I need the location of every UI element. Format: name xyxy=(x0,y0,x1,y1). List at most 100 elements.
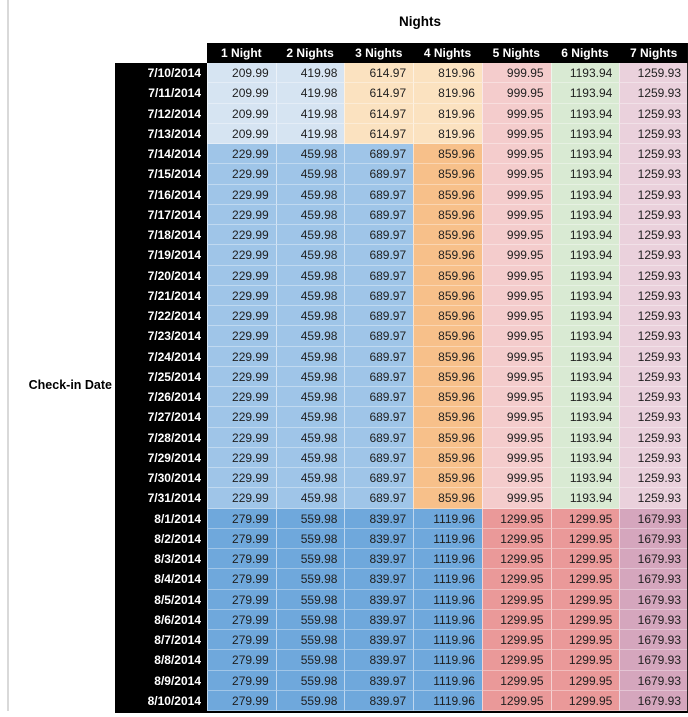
price-cell[interactable]: 1679.93 xyxy=(619,690,688,711)
price-cell[interactable]: 229.99 xyxy=(207,225,276,246)
price-cell[interactable]: 1259.93 xyxy=(619,468,688,489)
price-cell[interactable]: 1299.95 xyxy=(550,589,620,610)
price-cell[interactable]: 459.98 xyxy=(275,366,345,387)
price-cell[interactable]: 839.97 xyxy=(344,549,414,570)
price-cell[interactable]: 1259.93 xyxy=(619,204,688,225)
price-cell[interactable]: 1193.94 xyxy=(550,346,620,367)
price-cell[interactable]: 459.98 xyxy=(275,164,345,185)
price-cell[interactable]: 559.98 xyxy=(275,508,345,529)
price-cell[interactable]: 229.99 xyxy=(207,366,276,387)
price-cell[interactable]: 689.97 xyxy=(344,407,414,428)
price-cell[interactable]: 819.96 xyxy=(413,123,482,144)
price-cell[interactable]: 859.96 xyxy=(413,245,482,266)
price-cell[interactable]: 1193.94 xyxy=(550,265,620,286)
checkin-date-cell[interactable]: 7/29/2014 xyxy=(115,447,207,468)
price-cell[interactable]: 839.97 xyxy=(344,569,414,590)
price-cell[interactable]: 999.95 xyxy=(481,164,551,185)
price-cell[interactable]: 229.99 xyxy=(207,326,276,347)
price-cell[interactable]: 459.98 xyxy=(275,488,345,509)
price-cell[interactable]: 859.96 xyxy=(413,366,482,387)
price-cell[interactable]: 1299.95 xyxy=(481,549,551,570)
checkin-date-cell[interactable]: 8/1/2014 xyxy=(115,508,207,529)
price-cell[interactable]: 819.96 xyxy=(413,103,482,124)
checkin-date-cell[interactable]: 7/31/2014 xyxy=(115,488,207,509)
price-cell[interactable]: 1193.94 xyxy=(550,468,620,489)
price-cell[interactable]: 689.97 xyxy=(344,326,414,347)
price-cell[interactable]: 209.99 xyxy=(207,83,276,104)
price-cell[interactable]: 559.98 xyxy=(275,650,345,671)
price-cell[interactable]: 614.97 xyxy=(344,63,414,84)
price-cell[interactable]: 1299.95 xyxy=(550,569,620,590)
price-cell[interactable]: 229.99 xyxy=(207,306,276,327)
price-cell[interactable]: 559.98 xyxy=(275,528,345,549)
checkin-date-cell[interactable]: 7/15/2014 xyxy=(115,164,207,185)
price-cell[interactable]: 229.99 xyxy=(207,447,276,468)
price-cell[interactable]: 459.98 xyxy=(275,407,345,428)
price-cell[interactable]: 999.95 xyxy=(481,285,551,306)
price-cell[interactable]: 1259.93 xyxy=(619,306,688,327)
price-cell[interactable]: 419.98 xyxy=(275,83,345,104)
price-cell[interactable]: 999.95 xyxy=(481,346,551,367)
price-cell[interactable]: 229.99 xyxy=(207,427,276,448)
price-cell[interactable]: 1119.96 xyxy=(413,569,482,590)
checkin-date-cell[interactable]: 7/24/2014 xyxy=(115,346,207,367)
price-cell[interactable]: 1193.94 xyxy=(550,447,620,468)
price-cell[interactable]: 999.95 xyxy=(481,225,551,246)
price-cell[interactable]: 839.97 xyxy=(344,609,414,630)
checkin-date-cell[interactable]: 8/7/2014 xyxy=(115,630,207,651)
price-cell[interactable]: 689.97 xyxy=(344,366,414,387)
price-cell[interactable]: 459.98 xyxy=(275,346,345,367)
price-cell[interactable]: 1259.93 xyxy=(619,447,688,468)
price-cell[interactable]: 999.95 xyxy=(481,427,551,448)
price-cell[interactable]: 1259.93 xyxy=(619,63,688,84)
price-cell[interactable]: 859.96 xyxy=(413,407,482,428)
price-cell[interactable]: 1193.94 xyxy=(550,204,620,225)
price-cell[interactable]: 1259.93 xyxy=(619,346,688,367)
price-cell[interactable]: 1193.94 xyxy=(550,306,620,327)
price-cell[interactable]: 859.96 xyxy=(413,225,482,246)
checkin-date-cell[interactable]: 7/22/2014 xyxy=(115,306,207,327)
price-cell[interactable]: 559.98 xyxy=(275,690,345,711)
price-cell[interactable]: 999.95 xyxy=(481,63,551,84)
price-cell[interactable]: 229.99 xyxy=(207,387,276,408)
price-cell[interactable]: 859.96 xyxy=(413,447,482,468)
price-cell[interactable]: 1679.93 xyxy=(619,589,688,610)
price-cell[interactable]: 999.95 xyxy=(481,468,551,489)
price-cell[interactable]: 819.96 xyxy=(413,83,482,104)
price-cell[interactable]: 1679.93 xyxy=(619,609,688,630)
price-cell[interactable]: 1299.95 xyxy=(550,528,620,549)
price-cell[interactable]: 1679.93 xyxy=(619,650,688,671)
price-cell[interactable]: 1259.93 xyxy=(619,326,688,347)
price-cell[interactable]: 1259.93 xyxy=(619,387,688,408)
price-cell[interactable]: 689.97 xyxy=(344,427,414,448)
price-cell[interactable]: 1193.94 xyxy=(550,427,620,448)
price-cell[interactable]: 999.95 xyxy=(481,184,551,205)
checkin-date-cell[interactable]: 7/26/2014 xyxy=(115,387,207,408)
price-cell[interactable]: 859.96 xyxy=(413,346,482,367)
price-cell[interactable]: 229.99 xyxy=(207,144,276,165)
price-cell[interactable]: 839.97 xyxy=(344,589,414,610)
price-cell[interactable]: 689.97 xyxy=(344,387,414,408)
price-cell[interactable]: 1679.93 xyxy=(619,670,688,691)
price-cell[interactable]: 209.99 xyxy=(207,63,276,84)
price-cell[interactable]: 419.98 xyxy=(275,123,345,144)
price-cell[interactable]: 859.96 xyxy=(413,427,482,448)
price-cell[interactable]: 859.96 xyxy=(413,488,482,509)
price-cell[interactable]: 459.98 xyxy=(275,245,345,266)
price-cell[interactable]: 1259.93 xyxy=(619,83,688,104)
price-cell[interactable]: 1193.94 xyxy=(550,387,620,408)
checkin-date-cell[interactable]: 8/10/2014 xyxy=(115,690,207,711)
price-cell[interactable]: 1193.94 xyxy=(550,366,620,387)
price-cell[interactable]: 1193.94 xyxy=(550,326,620,347)
checkin-date-cell[interactable]: 7/16/2014 xyxy=(115,184,207,205)
price-cell[interactable]: 1259.93 xyxy=(619,184,688,205)
price-cell[interactable]: 689.97 xyxy=(344,468,414,489)
checkin-date-cell[interactable]: 7/13/2014 xyxy=(115,123,207,144)
checkin-date-cell[interactable]: 7/10/2014 xyxy=(115,63,207,84)
price-cell[interactable]: 689.97 xyxy=(344,306,414,327)
price-cell[interactable]: 1299.95 xyxy=(481,528,551,549)
price-cell[interactable]: 859.96 xyxy=(413,326,482,347)
price-cell[interactable]: 689.97 xyxy=(344,488,414,509)
price-cell[interactable]: 459.98 xyxy=(275,447,345,468)
price-cell[interactable]: 229.99 xyxy=(207,204,276,225)
